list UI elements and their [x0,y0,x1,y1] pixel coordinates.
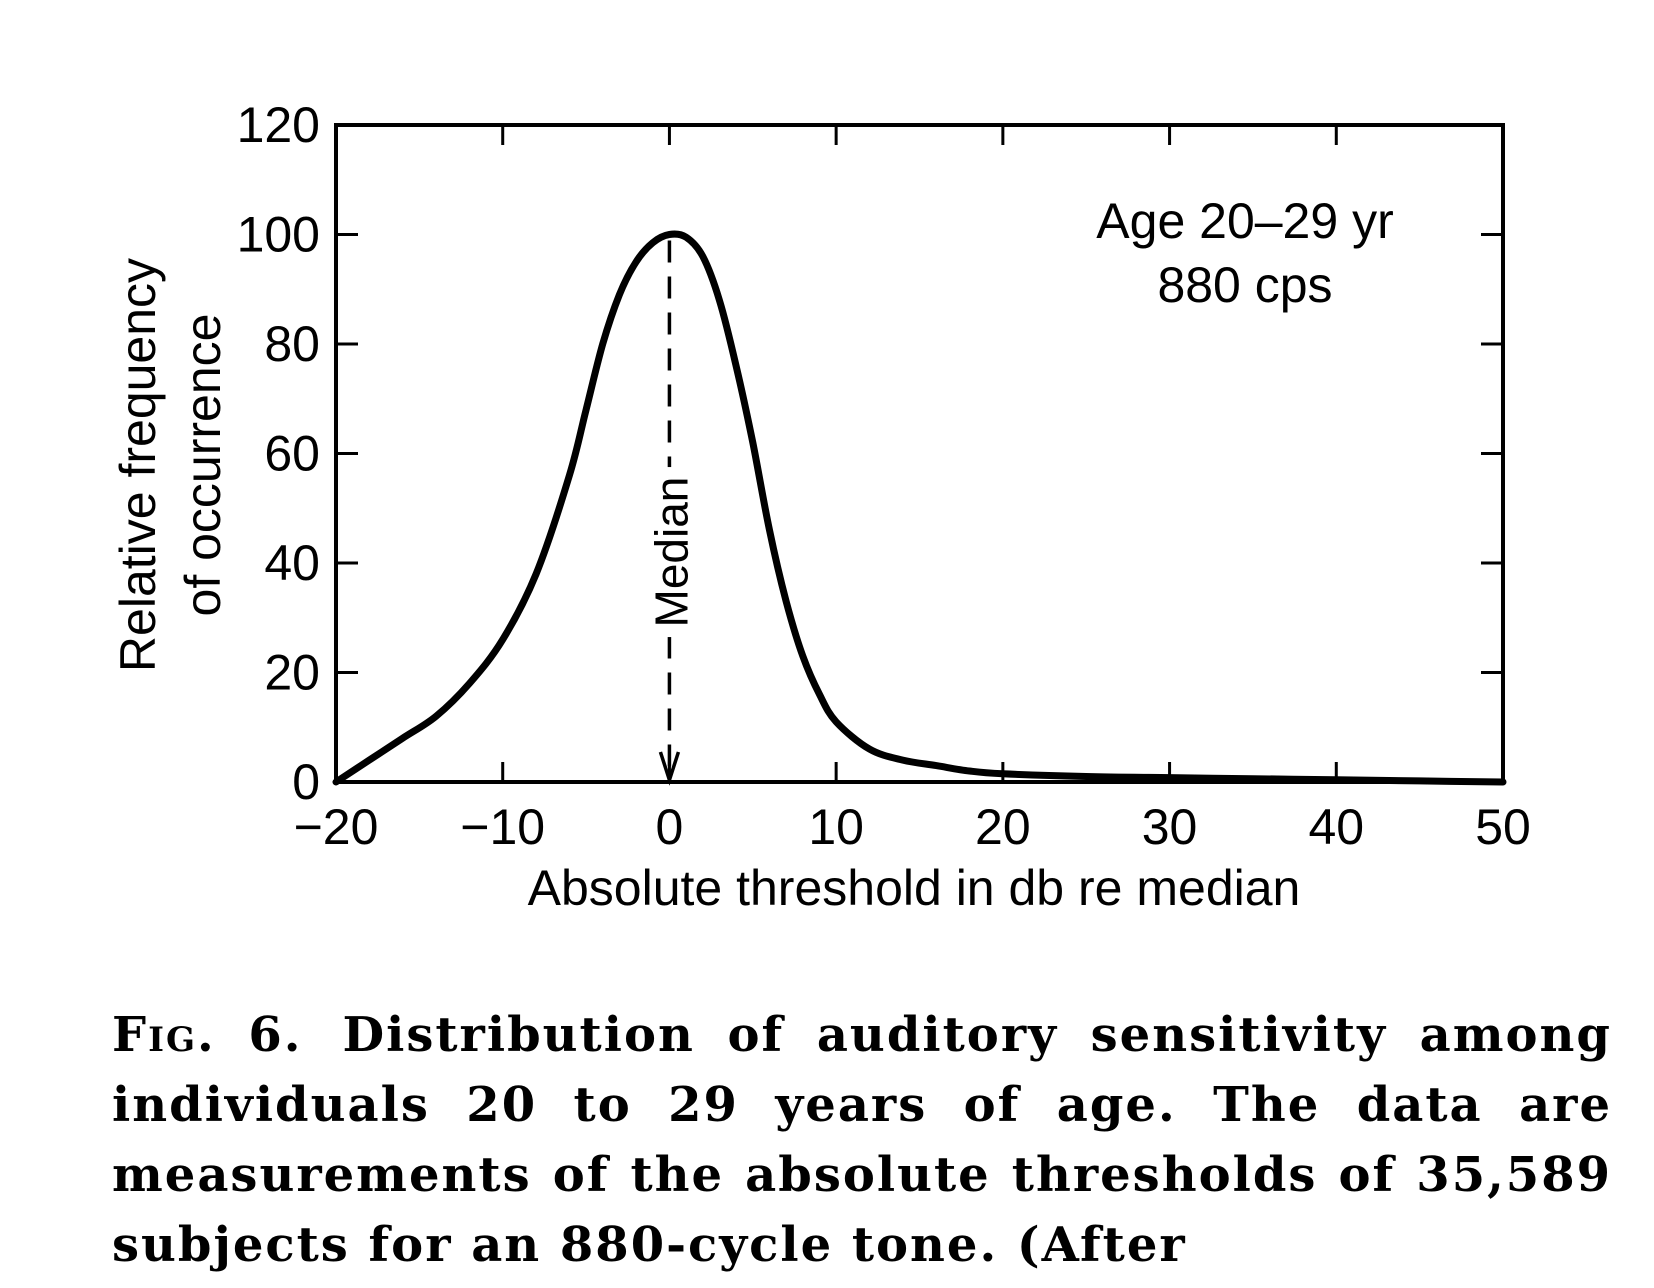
inset-label-age: Age 20–29 yr [1096,193,1393,249]
y-tick-label: 20 [264,645,320,701]
chart: Relative frequency of occurrence −20 −10 0… [110,97,1531,916]
y-tick-label: 120 [237,97,320,153]
x-tick-label: 40 [1308,799,1364,855]
y-axis-label-line-1: Relative frequency [110,258,166,672]
x-tick-label: 50 [1475,799,1531,855]
x-tick-label: 0 [656,799,684,855]
median-label-background [647,467,692,638]
figure-label: Fig. 6. [112,1007,303,1063]
inset-label-frequency: 880 cps [1157,257,1332,313]
caption-text: Distribution of auditory sensitivity amo… [112,1007,1612,1273]
y-tick-label: 80 [264,316,320,372]
plot-frame [334,123,1505,784]
tick-labels: −20 −10 0 10 20 30 40 50 0 20 40 60 80 100 120 [237,97,1531,855]
y-tick-label: 60 [264,426,320,482]
y-tick-label: 100 [237,207,320,263]
x-tick-label: −20 [294,799,379,855]
x-axis-label: Absolute threshold in db re median [528,860,1301,916]
series-line-0 [332,230,1507,786]
median-label: Median [645,477,697,628]
y-axis-label: Relative frequency of occurrence [110,258,231,672]
x-tick-label: −10 [460,799,545,855]
y-axis-label-line-2: of occurrence [175,314,231,617]
y-tick-label: 0 [292,754,320,810]
x-tick-label: 30 [1142,799,1198,855]
x-tick-label: 10 [808,799,864,855]
y-tick-label: 40 [264,535,320,591]
figure-caption: Fig. 6. Distribution of auditory sensitiv… [112,1000,1612,1280]
x-tick-label: 20 [975,799,1031,855]
